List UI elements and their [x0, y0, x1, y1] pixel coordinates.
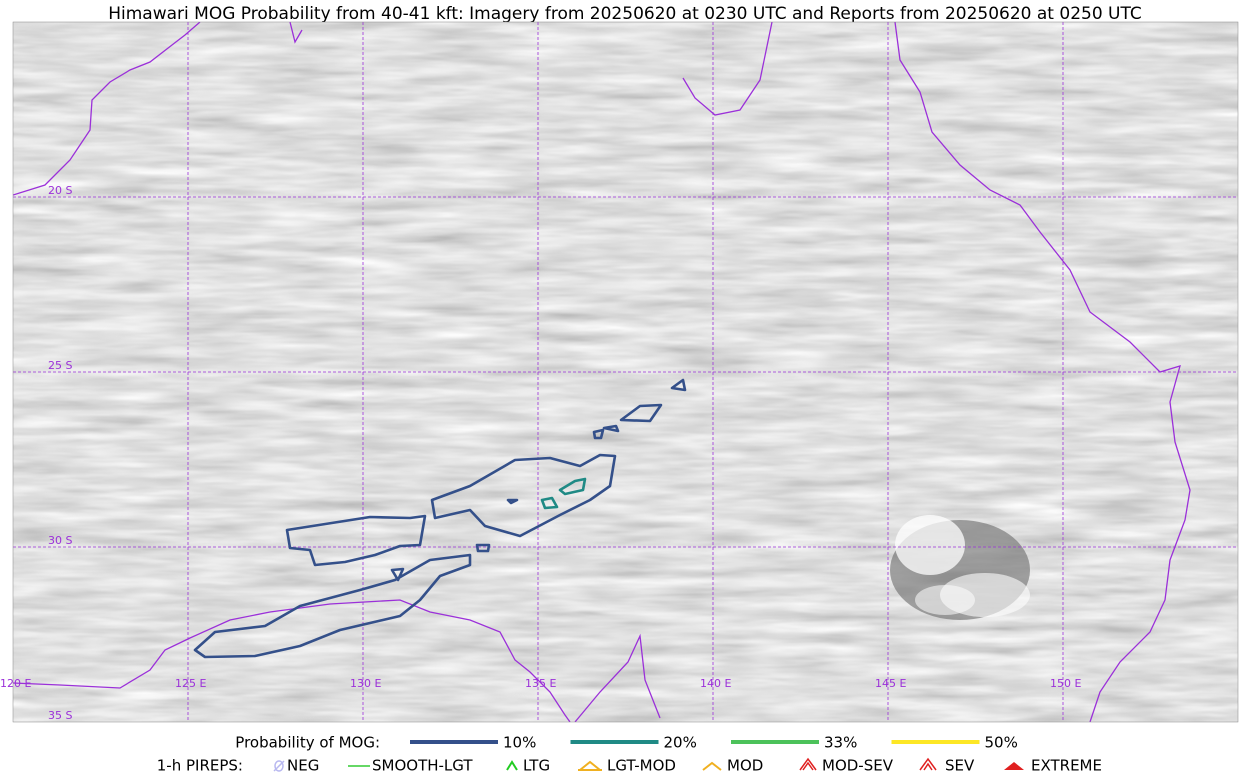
coastline [13, 22, 1191, 722]
legend-label: 50% [985, 734, 1018, 752]
legend-label: SEV [945, 757, 975, 775]
legend-label: MOD-SEV [822, 757, 894, 775]
lon-label: 120 E [0, 677, 31, 690]
map [13, 22, 1238, 722]
lon-label: 125 E [175, 677, 206, 690]
grid [13, 22, 1238, 722]
lon-label: 130 E [350, 677, 381, 690]
geo-labels: 20 S 25 S 30 S 35 S 120 E 125 E 130 E 135 E 140 … [0, 184, 1081, 722]
legend-label: MOD [727, 757, 763, 775]
legend-title: Probability of MOG: [235, 734, 380, 752]
lat-label: 25 S [48, 359, 72, 372]
lon-label: 135 E [525, 677, 556, 690]
lat-label: 35 S [48, 709, 72, 722]
legend: Probability of MOG: 1-h PIREPS: 10% 20% 33… [157, 734, 1102, 775]
lat-label: 30 S [48, 534, 72, 547]
legend-label: LGT-MOD [607, 757, 676, 775]
probability-contours [193, 378, 687, 659]
legend-label: NEG [287, 757, 319, 775]
legend-label: 10% [503, 734, 536, 752]
title: Himawari MOG Probability from 40-41 kft:… [108, 4, 1142, 24]
lon-label: 150 E [1050, 677, 1081, 690]
lon-label: 140 E [700, 677, 731, 690]
lat-label: 20 S [48, 184, 72, 197]
legend-label: EXTREME [1031, 757, 1102, 775]
storm-cloud [890, 515, 1030, 620]
legend-title: 1-h PIREPS: [157, 757, 243, 775]
legend-label: 33% [824, 734, 857, 752]
lon-label: 145 E [875, 677, 906, 690]
legend-label: SMOOTH-LGT [372, 757, 473, 775]
map-frame [12, 21, 1239, 723]
legend-label: 20% [664, 734, 697, 752]
legend-label: LTG [523, 757, 550, 775]
pirep-symbols [273, 757, 1024, 772]
